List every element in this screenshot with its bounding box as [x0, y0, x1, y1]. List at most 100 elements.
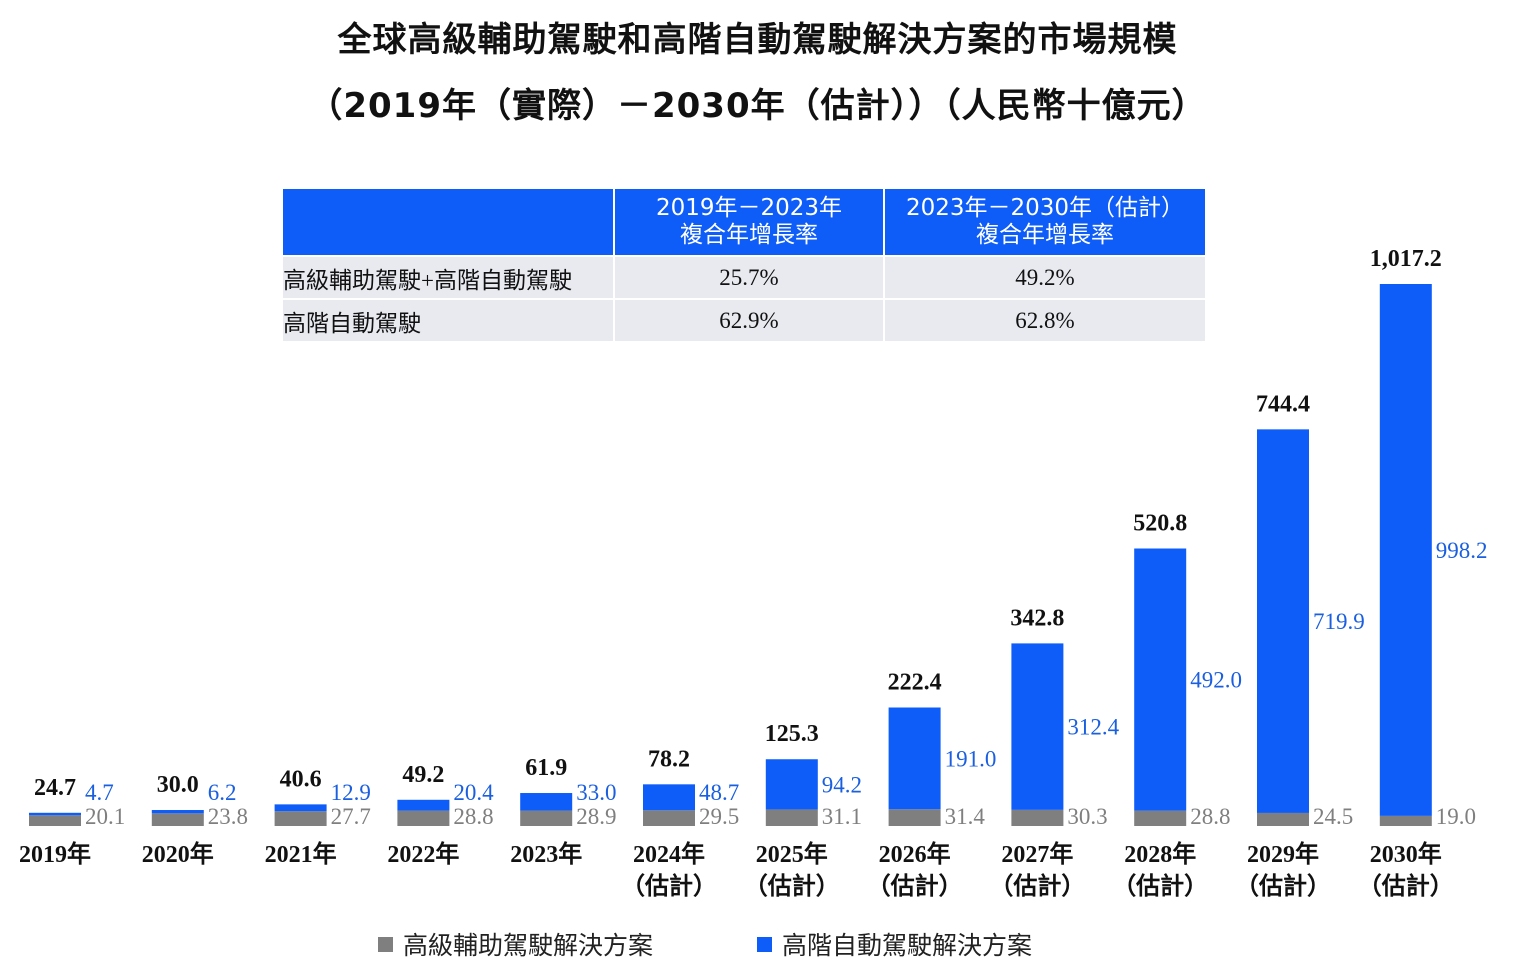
ad-value-label: 33.0: [576, 780, 616, 805]
ad-value-label: 492.0: [1190, 668, 1242, 693]
ad-value-label: 12.9: [331, 780, 371, 805]
bar-ad: [29, 812, 81, 816]
x-tick-label: 2027年: [1001, 840, 1073, 868]
adas-value-label: 29.5: [699, 804, 739, 829]
ad-value-label: 6.2: [208, 780, 237, 805]
legend-label: 高級輔助駕駛解決方案: [403, 931, 654, 960]
adas-value-label: 30.3: [1067, 804, 1107, 829]
legend-item-ad: 高階自動駕駛解決方案: [757, 926, 1032, 962]
x-tick-label: （估計）: [989, 872, 1085, 900]
bar-ad: [765, 759, 818, 810]
total-label: 78.2: [648, 746, 690, 772]
adas-value-label: 31.1: [822, 804, 862, 829]
total-label: 222.4: [888, 669, 942, 695]
bar-adas: [765, 809, 818, 826]
ad-value-label: 998.2: [1436, 538, 1488, 563]
x-tick-label: 2028年: [1124, 840, 1196, 868]
header-line: 複合年增長率: [976, 222, 1114, 248]
ad-value-label: 48.7: [699, 780, 739, 805]
x-tick-label: （估計）: [867, 872, 963, 900]
total-label: 744.4: [1256, 391, 1310, 417]
cagr-value: 25.7%: [613, 255, 885, 300]
bar-adas: [643, 810, 695, 826]
ad-value-label: 20.4: [453, 780, 494, 805]
ad-value-label: 719.9: [1313, 609, 1365, 634]
total-label: 520.8: [1133, 510, 1187, 536]
bar-adas: [1011, 809, 1064, 826]
bar-ad: [643, 784, 695, 811]
header-line: 2019年－2023年: [655, 195, 843, 221]
adas-value-label: 28.9: [576, 804, 616, 829]
header-line: 2023年－2030年（估計）: [905, 195, 1185, 221]
x-tick-label: 2030年: [1370, 840, 1442, 868]
bar-adas: [1257, 812, 1309, 826]
bar-adas: [151, 813, 204, 826]
bar-adas: [397, 810, 450, 826]
cagr-table: 2019年－2023年 複合年增長率 2023年－2030年（估計） 複合年增長…: [281, 187, 1207, 343]
cagr-value: 62.9%: [613, 298, 885, 343]
row-label: 高階自動駕駛: [281, 298, 615, 343]
total-label: 40.6: [280, 766, 322, 792]
legend-label: 高階自動駕駛解決方案: [782, 931, 1033, 960]
ad-value-label: 312.4: [1067, 715, 1119, 740]
legend-item-adas: 高級輔助駕駛解決方案: [378, 926, 653, 962]
total-label: 1,017.2: [1370, 246, 1442, 272]
bar-ad: [1379, 284, 1432, 816]
x-tick-label: 2021年: [265, 840, 337, 868]
legend-swatch-adas: [378, 937, 393, 952]
x-tick-label: 2026年: [879, 840, 951, 868]
header-line: 複合年增長率: [680, 222, 818, 248]
adas-value-label: 20.1: [85, 804, 125, 829]
x-tick-label: 2024年: [633, 840, 705, 868]
chart-subtitle: （2019年（實際）－2030年（估計））（人民幣十億元）: [308, 86, 1207, 126]
ad-value-label: 191.0: [945, 746, 997, 771]
total-label: 49.2: [402, 762, 444, 788]
bar-adas: [888, 809, 941, 826]
bar-ad: [151, 810, 204, 814]
cagr-header-2023-2030: 2023年－2030年（估計） 複合年增長率: [883, 187, 1207, 257]
bar-ad: [1011, 643, 1064, 810]
ad-value-label: 4.7: [85, 780, 114, 805]
bar-adas: [1379, 815, 1432, 826]
adas-value-label: 24.5: [1313, 804, 1353, 829]
row-label: 高級輔助駕駛+高階自動駕駛: [281, 255, 615, 300]
total-label: 61.9: [525, 755, 567, 781]
cagr-table-header: 2019年－2023年 複合年增長率 2023年－2030年（估計） 複合年增長…: [281, 187, 1207, 257]
table-row: 高階自動駕駛 62.9% 62.8%: [281, 298, 1207, 343]
x-tick-label: 2023年: [510, 840, 582, 868]
x-tick-label: （估計）: [1112, 872, 1208, 900]
adas-value-label: 19.0: [1436, 804, 1476, 829]
bar-ad: [1134, 548, 1187, 811]
x-tick-label: 2029年: [1247, 840, 1319, 868]
cagr-value: 49.2%: [883, 255, 1207, 300]
adas-value-label: 28.8: [453, 804, 493, 829]
x-tick-label: 2022年: [387, 840, 459, 868]
adas-value-label: 31.4: [945, 804, 986, 829]
total-label: 30.0: [157, 772, 199, 798]
x-tick-label: 2020年: [142, 840, 214, 868]
bar-ad: [520, 793, 573, 811]
legend-swatch-ad: [757, 937, 772, 952]
x-tick-label: （估計）: [1358, 872, 1454, 900]
adas-value-label: 27.7: [331, 804, 371, 829]
total-label: 125.3: [765, 721, 819, 747]
x-tick-label: （估計）: [621, 872, 717, 900]
bar-ad: [1257, 429, 1309, 813]
cagr-value: 62.8%: [883, 298, 1207, 343]
chart-title: 全球高級輔助駕駛和高階自動駕駛解決方案的市場規模: [337, 20, 1178, 60]
bar-adas: [29, 815, 81, 826]
x-tick-label: （估計）: [744, 872, 840, 900]
total-label: 24.7: [34, 775, 76, 801]
bar-adas: [1134, 810, 1187, 826]
adas-value-label: 28.8: [1190, 804, 1230, 829]
table-row: 高級輔助駕駛+高階自動駕駛 25.7% 49.2%: [281, 255, 1207, 300]
x-tick-label: 2025年: [756, 840, 828, 868]
x-tick-label: （估計）: [1235, 872, 1331, 900]
adas-value-label: 23.8: [208, 804, 248, 829]
bar-ad: [397, 799, 450, 811]
bar-ad: [888, 707, 941, 810]
bar-adas: [520, 810, 573, 826]
ad-value-label: 94.2: [822, 772, 862, 797]
bar-ad: [274, 804, 327, 812]
